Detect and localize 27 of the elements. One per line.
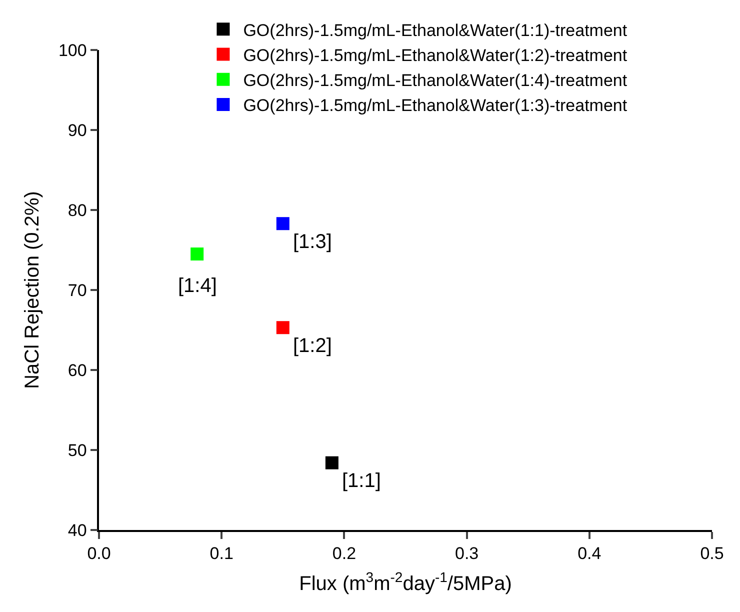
legend-label: GO(2hrs)-1.5mg/mL-Ethanol&Water(1:1)-treatment xyxy=(243,20,628,40)
y-tick-label: 90 xyxy=(68,120,87,140)
annotation: [1:2] xyxy=(293,335,332,357)
y-tick-label: 100 xyxy=(58,40,87,60)
y-tick-label: 40 xyxy=(68,520,87,540)
x-tick-label: 0.2 xyxy=(332,544,356,564)
point xyxy=(276,217,290,230)
point xyxy=(276,321,290,334)
y-tick-label: 70 xyxy=(68,280,87,300)
point xyxy=(325,456,338,470)
x-tick-label: 0.5 xyxy=(700,544,724,564)
y-axis-title: NaCl Rejection (0.2%) xyxy=(21,191,44,389)
x-tick-label: 0.0 xyxy=(87,544,111,564)
y-tick-label: 60 xyxy=(68,360,87,380)
x-tick-label: 0.3 xyxy=(454,544,479,564)
annotation: [1:3] xyxy=(293,231,332,253)
x-tick-label: 0.1 xyxy=(210,544,234,564)
legend-label: GO(2hrs)-1.5mg/mL-Ethanol&Water(1:4)-treatment xyxy=(243,70,628,90)
annotation: [1:1] xyxy=(342,470,381,492)
point xyxy=(190,248,204,260)
y-tick-label: 50 xyxy=(68,440,87,460)
legend-label: GO(2hrs)-1.5mg/mL-Ethanol&Water(1:3)-treatment xyxy=(243,96,628,116)
annotation: [1:4] xyxy=(178,275,217,297)
y-tick-label: 80 xyxy=(68,200,87,220)
x-axis-title: Flux (m$^{3}$m$^{-2}$day$^{-1}$/5MPa) xyxy=(299,568,512,596)
x-tick-label: 0.4 xyxy=(578,544,602,564)
legend-label: GO(2hrs)-1.5mg/mL-Ethanol&Water(1:2)-treatment xyxy=(243,46,628,65)
